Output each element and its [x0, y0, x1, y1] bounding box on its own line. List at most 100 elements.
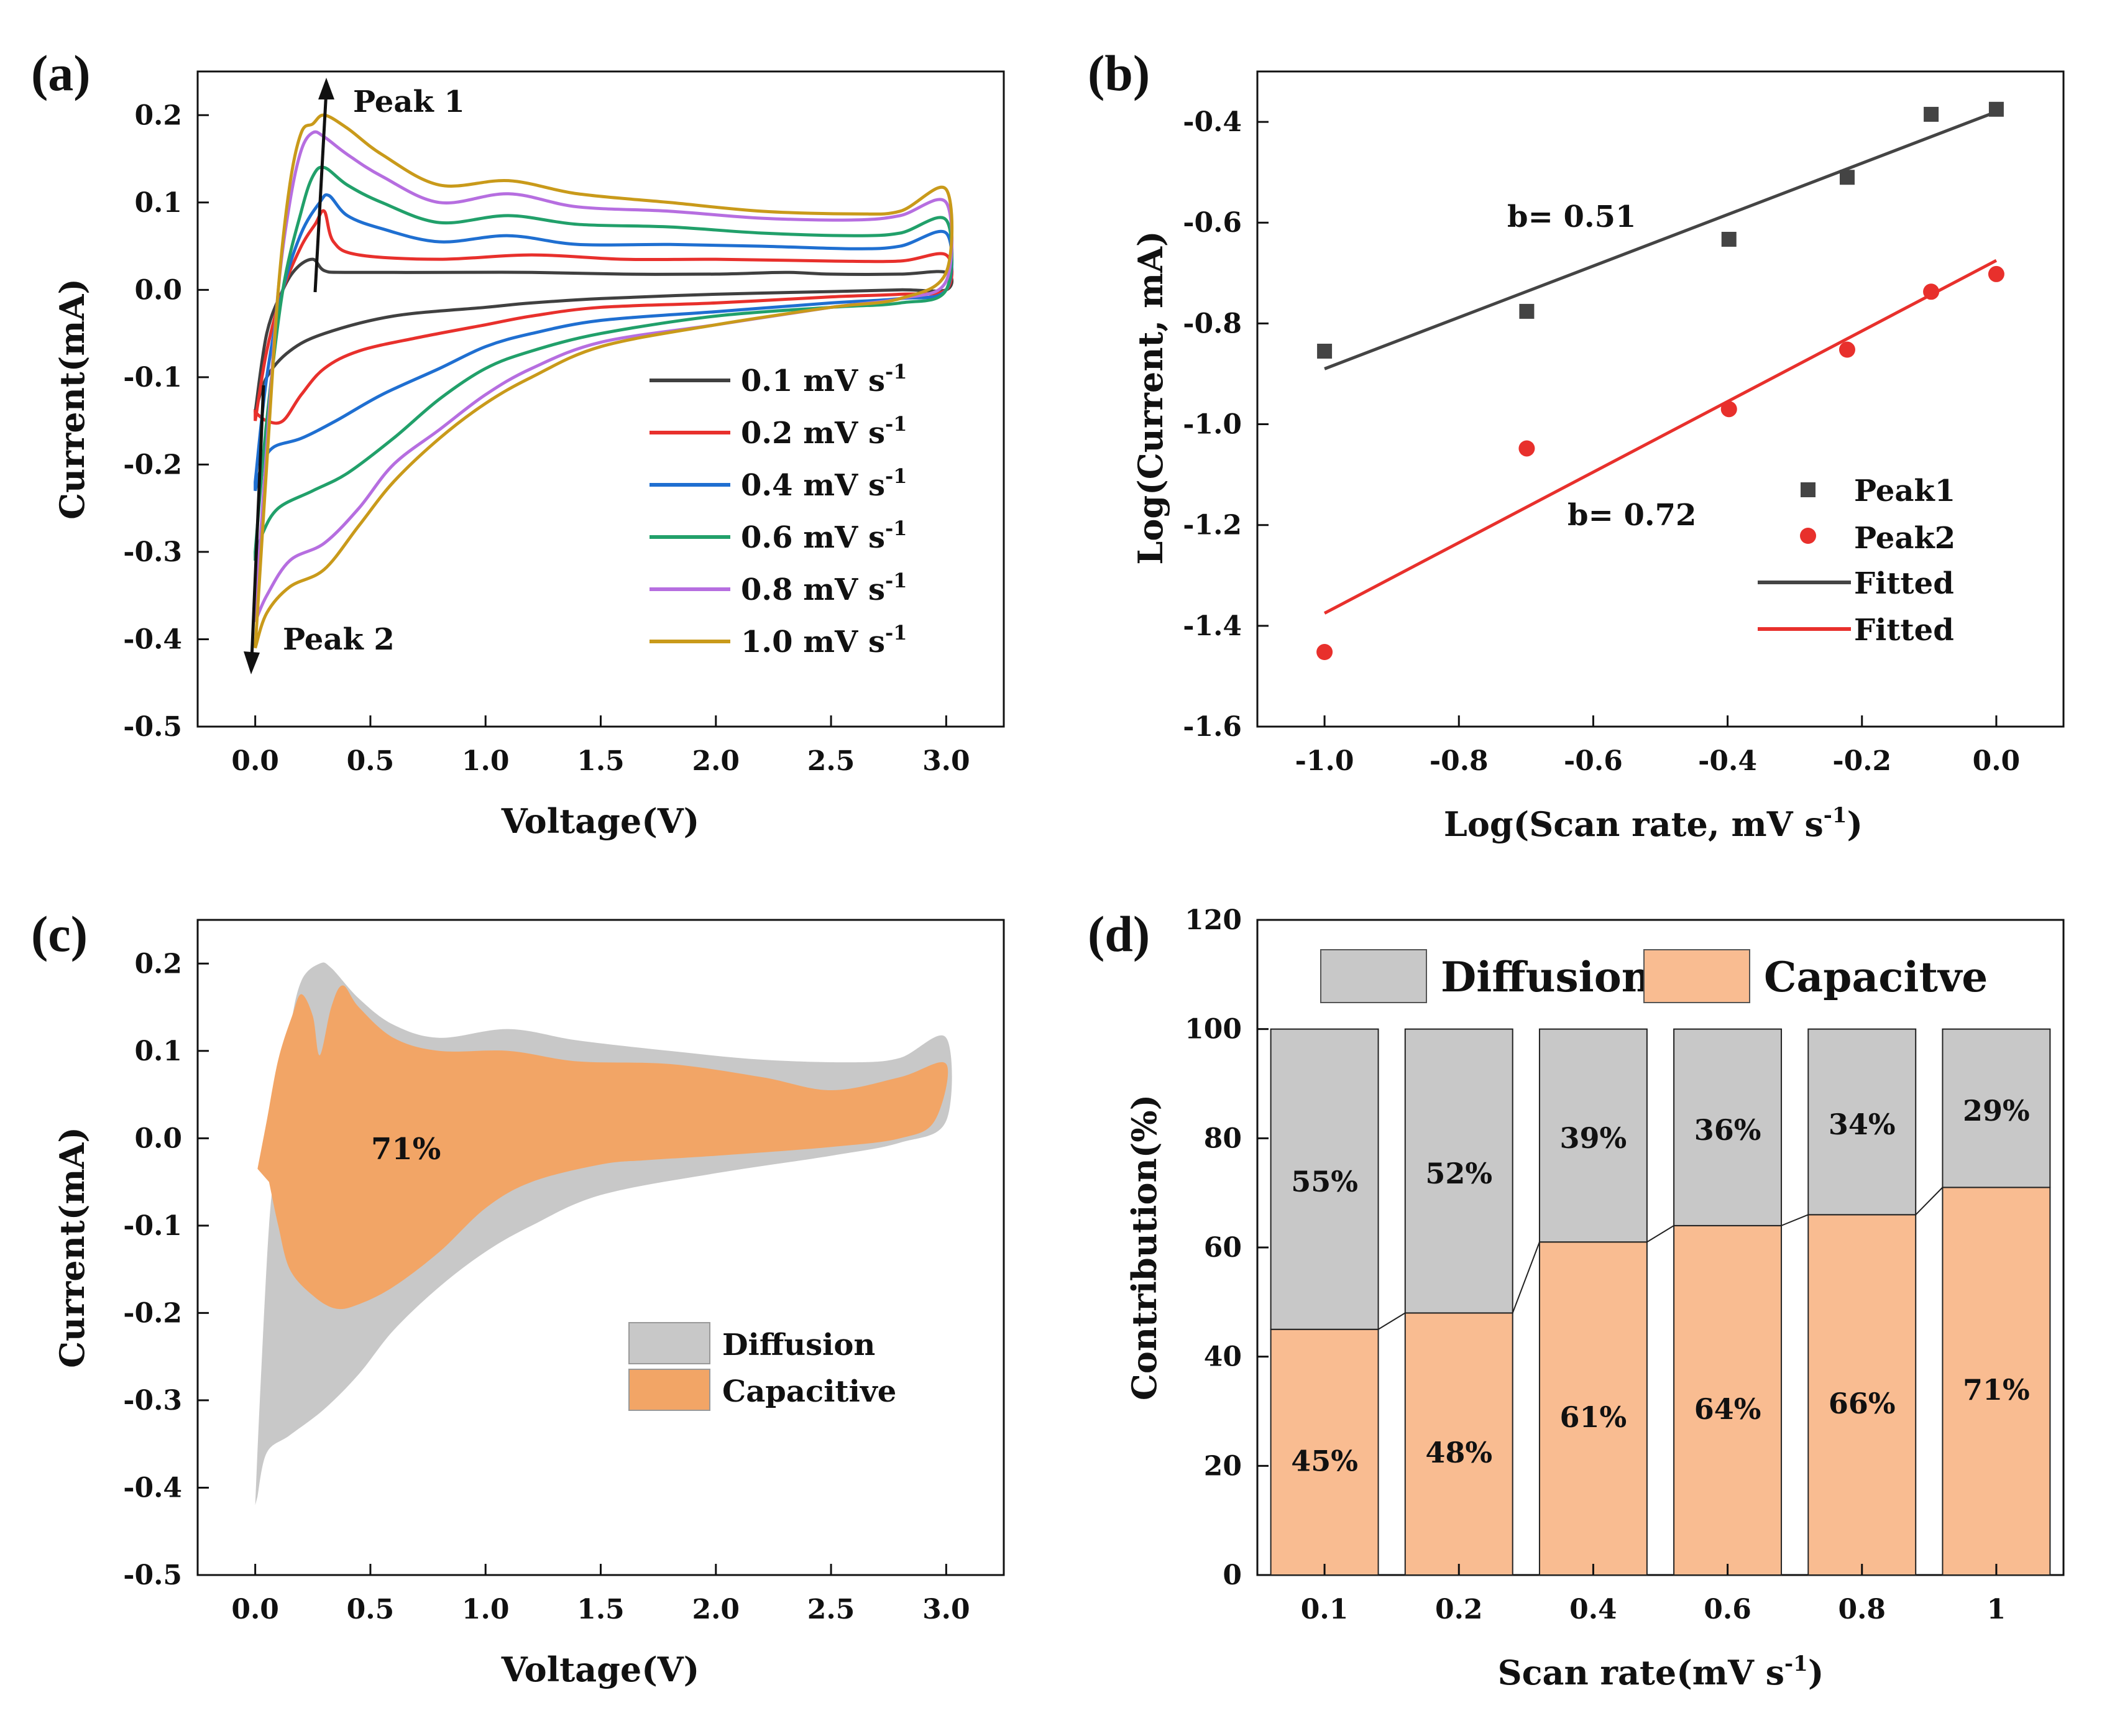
- peak2-point-2: [1720, 401, 1737, 418]
- c-ytick-label-6: -0.4: [123, 1472, 182, 1504]
- c-xtick-label-4: 2.0: [692, 1594, 740, 1625]
- x-axis-label-c: Voltage(V): [501, 1650, 700, 1689]
- peak2-point-4: [1923, 283, 1940, 300]
- a-ytick-label-3: -0.1: [123, 362, 182, 393]
- peak2-point-5: [1988, 265, 2004, 282]
- c-ytick-label-0: 0.2: [134, 948, 182, 980]
- legend-a-sup-1: -1: [885, 412, 907, 436]
- legend-d-diffusion-label: Diffusion: [1441, 953, 1651, 1001]
- area-capacitive: [257, 985, 948, 1310]
- peak1-point-1: [1519, 303, 1535, 319]
- fit-line-1: [1323, 259, 1998, 615]
- c-xtick-label-1: 0.5: [347, 1594, 395, 1625]
- label-capacitive-3: 64%: [1694, 1392, 1761, 1426]
- d-xtick-label-0: 0.1: [1301, 1594, 1349, 1625]
- panel-a: 0.0 0.5 1.0 1.5 2.0 2.5 3.0 0.2 0.1 0.0 -0.1 -0.2 -0…: [52, 70, 1005, 841]
- legend-c-capacitive-swatch: [628, 1369, 710, 1411]
- b-ytick-label-2: -0.8: [1183, 308, 1242, 339]
- legend-a-sup-5: -1: [885, 621, 907, 645]
- legend-b-peak2-marker: [1800, 528, 1816, 544]
- d-xtick-label-5: 1: [1987, 1594, 2006, 1625]
- a-xtick-label-2: 1.0: [462, 745, 510, 777]
- legend-a-label-0: 0.1 mV s-1: [741, 360, 907, 398]
- peak1-point-4: [1924, 106, 1939, 122]
- panel-c: 0.0 0.5 1.0 1.5 2.0 2.5 3.0 0.2 0.1 0.0 -0.1 -0.2 -0…: [52, 919, 1005, 1689]
- connector-1: [1512, 1241, 1540, 1313]
- legend-b-peak2-label: Peak2: [1854, 521, 1955, 556]
- y-axis-label-c: Current(mA): [52, 1127, 92, 1368]
- bar-diffusion-1: [1404, 1028, 1513, 1314]
- d-xtick-label-2: 0.4: [1569, 1594, 1617, 1625]
- a-xtick-label-6: 3.0: [922, 745, 970, 777]
- connector-0: [1378, 1312, 1406, 1330]
- legend-d-capacitive-label: Capacitve: [1764, 953, 1988, 1001]
- peak2-arrow: [250, 385, 265, 659]
- bar-diffusion-5: [1942, 1028, 2051, 1188]
- legend-b: Peak1 Peak2 Fitted Fitted: [1758, 474, 1955, 648]
- connector-4: [1915, 1187, 1944, 1216]
- capacitive-percent-label: 71%: [371, 1132, 441, 1167]
- x-axis-label-d-close: ): [1808, 1653, 1824, 1692]
- label-diffusion-5: 29%: [1963, 1094, 2030, 1127]
- c-ytick-label-7: -0.5: [123, 1559, 182, 1591]
- b-xtick-label-1: -0.8: [1430, 745, 1489, 777]
- panel-label-d: (d): [1088, 906, 1150, 962]
- b-ytick-label-3: -1.0: [1183, 409, 1242, 441]
- legend-d-capacitive-swatch: [1643, 949, 1750, 1003]
- bar-diffusion-4: [1807, 1028, 1917, 1216]
- b-xtick-label-4: -0.2: [1832, 745, 1891, 777]
- b-xtick-label-2: -0.6: [1564, 745, 1623, 777]
- y-axis-label-a: Current(mA): [52, 278, 92, 520]
- d-ytick-label-1: 100: [1185, 1014, 1242, 1045]
- c-ytick-label-4: -0.2: [123, 1297, 182, 1329]
- panel-label-b: (b): [1088, 45, 1150, 101]
- panel-b: -1.0 -0.8 -0.6 -0.4 -0.2 0.0 -0.4 -0.6 -0.8 -1.0 -…: [1131, 70, 2065, 844]
- label-diffusion-2: 39%: [1560, 1121, 1627, 1155]
- bar-diffusion-0: [1270, 1028, 1379, 1330]
- b-xtick-label-5: 0.0: [1973, 745, 2021, 777]
- c-xtick-label-2: 1.0: [462, 1594, 510, 1625]
- a-ytick-label-7: -0.5: [123, 711, 182, 743]
- d-ytick-label-4: 40: [1204, 1341, 1242, 1373]
- d-ytick-label-6: 0: [1223, 1559, 1242, 1591]
- peak1-point-3: [1839, 170, 1855, 185]
- fit-line-0: [1324, 110, 1997, 370]
- b-value-peak1: b= 0.51: [1507, 200, 1636, 234]
- label-capacitive-2: 61%: [1560, 1400, 1627, 1434]
- legend-a-label-1: 0.2 mV s-1: [741, 412, 907, 451]
- legend-a-sup-0: -1: [885, 360, 907, 383]
- y-axis-label-d: Contribution(%): [1124, 1095, 1164, 1400]
- c-xtick-label-3: 1.5: [577, 1594, 625, 1625]
- peak1-arrowhead: [318, 78, 334, 99]
- peak2-label: Peak 2: [283, 622, 395, 657]
- x-axis-label-b-text: Log(Scan rate, mV s: [1444, 804, 1824, 844]
- label-diffusion-4: 34%: [1829, 1108, 1896, 1141]
- b-ytick-label-1: -0.6: [1183, 207, 1242, 239]
- a-xtick-label-4: 2.0: [692, 745, 740, 777]
- c-xtick-label-0: 0.0: [231, 1594, 279, 1625]
- d-xtick-label-4: 0.8: [1838, 1594, 1886, 1625]
- peak1-point-5: [1988, 101, 2004, 117]
- legend-c-diffusion-swatch: [628, 1322, 710, 1364]
- plot-frame-b: [1256, 70, 2065, 728]
- a-ytick-label-6: -0.4: [123, 623, 182, 655]
- cv-curve-0: [254, 257, 954, 413]
- legend-a-label-4: 0.8 mV s-1: [741, 569, 907, 607]
- peak2-point-0: [1316, 644, 1333, 661]
- c-ytick-label-3: -0.1: [123, 1210, 182, 1242]
- a-ytick-label-5: -0.3: [123, 536, 182, 568]
- a-ytick-label-4: -0.2: [123, 449, 182, 480]
- bar-diffusion-3: [1673, 1028, 1783, 1226]
- panel-label-c: (c): [31, 906, 88, 962]
- legend-b-peak1-marker: [1801, 482, 1816, 497]
- legend-a-label-5: 1.0 mV s-1: [741, 621, 907, 659]
- b-ytick-label-4: -1.2: [1183, 510, 1242, 541]
- x-axis-label-b: Log(Scan rate, mV s-1): [1444, 803, 1863, 844]
- a-xtick-label-0: 0.0: [231, 745, 279, 777]
- label-diffusion-0: 55%: [1291, 1165, 1358, 1198]
- b-xtick-label-0: -1.0: [1295, 745, 1354, 777]
- panel-label-a: (a): [31, 45, 91, 101]
- legend-b-peak1-label: Peak1: [1854, 474, 1955, 508]
- label-capacitive-0: 45%: [1291, 1444, 1358, 1477]
